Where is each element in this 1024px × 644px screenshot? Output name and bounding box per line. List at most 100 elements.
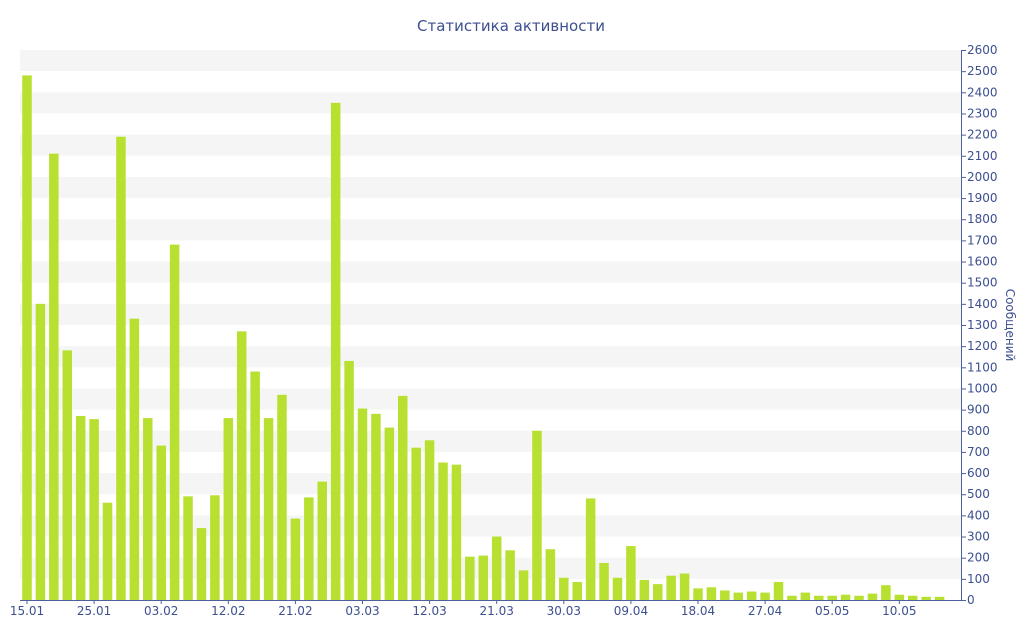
y-tick-label: 600 [967, 466, 990, 480]
bar [666, 575, 676, 600]
bar [612, 577, 623, 600]
bar [934, 596, 945, 600]
y-tick-label: 2100 [967, 149, 998, 163]
bar [706, 587, 717, 600]
bar [210, 495, 220, 600]
y-tick-label: 1800 [967, 212, 998, 226]
y-axis-ticks: 0 100 200 300 400 500 600 700 800 900 1000 1100 1200… [961, 43, 998, 607]
bar [465, 556, 475, 600]
y-tick-label: 700 [967, 445, 990, 459]
x-tick-label: 21.03 [480, 604, 514, 618]
bar [545, 549, 556, 600]
bar [679, 573, 690, 600]
bar [129, 318, 140, 600]
bar [236, 331, 247, 600]
y-tick-label: 2600 [967, 43, 998, 57]
bar [599, 562, 609, 600]
bar [398, 395, 408, 600]
bar [491, 536, 502, 600]
bar [438, 462, 448, 600]
bar [867, 593, 878, 600]
y-axis-label: Сообщений [1003, 289, 1017, 362]
grid-stripe [20, 134, 961, 156]
bar [559, 577, 569, 600]
bar [814, 595, 824, 600]
bar [169, 244, 180, 600]
bar [156, 445, 166, 600]
bar-series [22, 75, 945, 601]
bar [371, 413, 381, 600]
y-tick-label: 800 [967, 424, 990, 438]
bar [881, 585, 891, 600]
y-tick-label: 500 [967, 487, 990, 501]
x-tick-label: 12.02 [211, 604, 245, 618]
bar [250, 371, 260, 600]
grid-stripe [20, 346, 961, 368]
bar [773, 582, 784, 600]
bar [532, 430, 542, 600]
x-tick-label: 30.03 [547, 604, 581, 618]
x-tick-label: 10.05 [882, 604, 916, 618]
y-tick-label: 200 [967, 551, 990, 565]
y-tick-label: 1600 [967, 255, 998, 269]
y-tick-label: 1400 [967, 297, 998, 311]
grid-stripe [20, 219, 961, 241]
y-tick-label: 300 [967, 530, 990, 544]
x-tick-label: 21.02 [278, 604, 312, 618]
grid-stripe [20, 50, 961, 72]
bar [62, 350, 73, 600]
bar [854, 595, 864, 600]
bar [223, 418, 234, 600]
grid-stripe [20, 92, 961, 114]
bar [572, 582, 582, 600]
bar [317, 481, 327, 600]
bar [49, 153, 59, 600]
bar [921, 596, 931, 600]
bar [652, 584, 663, 600]
bar [75, 415, 86, 600]
x-tick-label: 27.04 [748, 604, 782, 618]
bar [626, 546, 636, 600]
x-tick-label: 12.03 [412, 604, 446, 618]
bar [330, 102, 341, 600]
grid-stripe [20, 261, 961, 283]
x-tick-label: 18.04 [681, 604, 715, 618]
y-tick-label: 2200 [967, 128, 998, 142]
y-tick-label: 1000 [967, 381, 998, 395]
grid-stripe [20, 388, 961, 410]
x-tick-label: 05.05 [815, 604, 849, 618]
x-tick-label: 03.02 [144, 604, 178, 618]
bar [277, 394, 287, 600]
y-tick-label: 2300 [967, 106, 998, 120]
bar [22, 75, 32, 600]
y-tick-label: 1100 [967, 360, 998, 374]
grid-stripes [20, 50, 961, 579]
y-tick-label: 1700 [967, 233, 998, 247]
bar [505, 550, 515, 600]
bar [304, 497, 314, 600]
y-tick-label: 100 [967, 572, 990, 586]
bar [800, 592, 811, 600]
bar [827, 595, 837, 600]
bar [424, 440, 435, 600]
bar [787, 595, 797, 600]
bar [89, 419, 99, 600]
bar [693, 588, 703, 600]
bar [746, 591, 757, 600]
y-tick-label: 400 [967, 508, 990, 522]
bar [290, 518, 301, 600]
bar [518, 570, 529, 600]
y-tick-label: 1200 [967, 339, 998, 353]
x-axis-ticks: 15.01 25.01 03.02 12.02 21.02 03.03 12.03 21.03… [10, 600, 916, 618]
bar [102, 502, 113, 600]
bar [384, 427, 395, 600]
y-tick-label: 1500 [967, 276, 998, 290]
y-tick-label: 900 [967, 403, 990, 417]
y-tick-label: 1300 [967, 318, 998, 332]
bar [907, 595, 918, 600]
bar [263, 418, 274, 600]
bar [411, 447, 421, 600]
grid-stripe [20, 176, 961, 199]
y-tick-label: 2000 [967, 170, 998, 184]
